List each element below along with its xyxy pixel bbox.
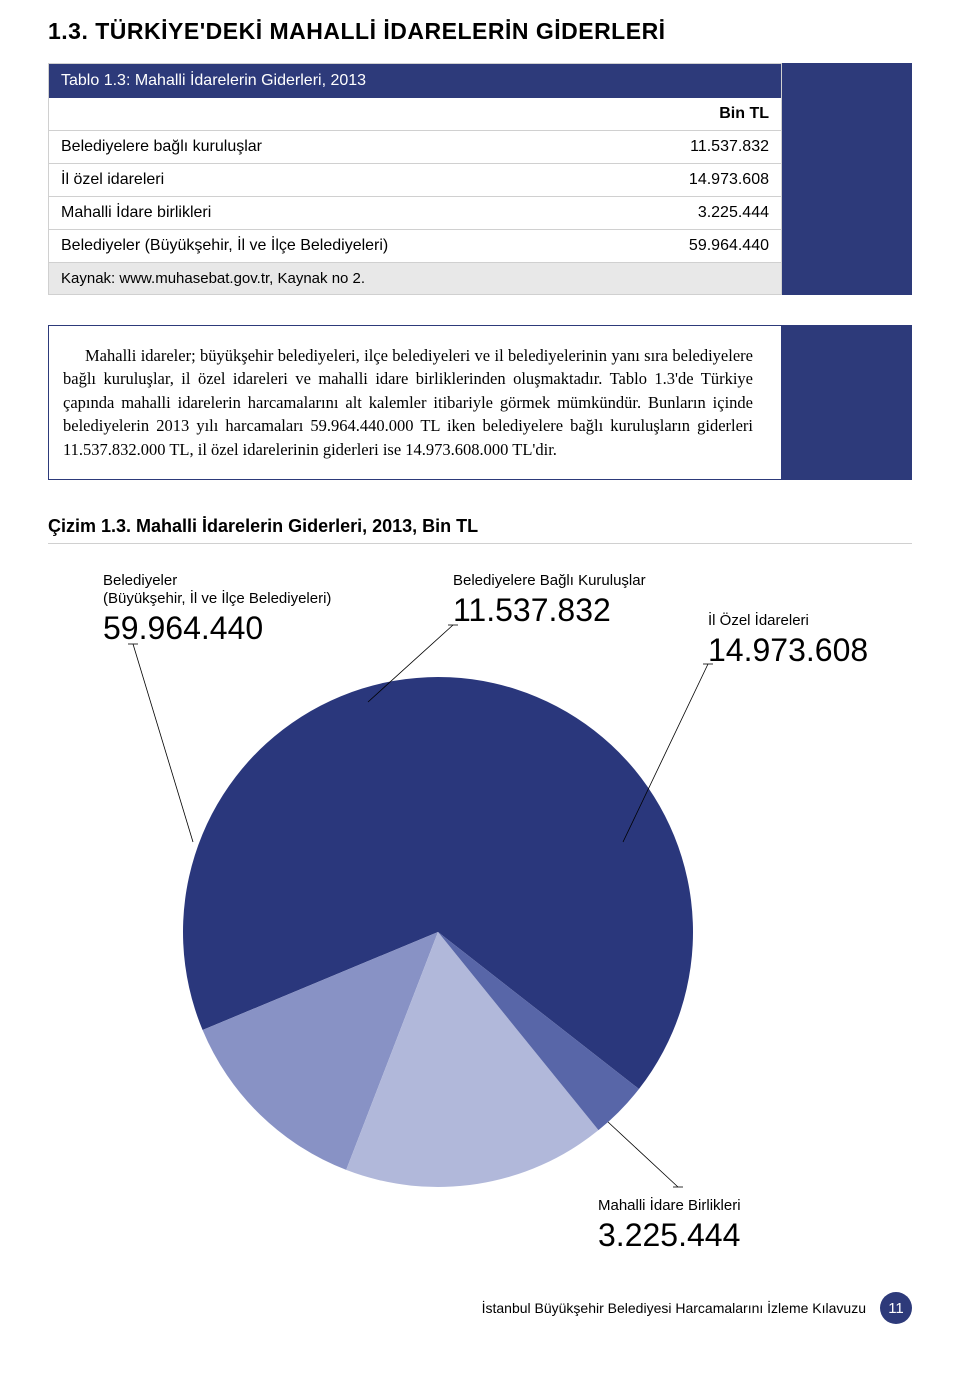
pie-svg (178, 672, 698, 1192)
callout-label: Belediyeler (103, 572, 331, 590)
section-title: 1.3. TÜRKİYE'DEKİ MAHALLİ İDARELERİN GİD… (48, 18, 912, 45)
callout-label: İl Özel İdareleri (708, 612, 868, 630)
table-cell-value: 14.973.608 (641, 164, 781, 196)
callout-value: 59.964.440 (103, 610, 331, 647)
page-footer: İstanbul Büyükşehir Belediyesi Harcamala… (48, 1292, 912, 1324)
table-cell-value: 59.964.440 (641, 230, 781, 262)
callout-value: 14.973.608 (708, 632, 868, 669)
pie-callout: İl Özel İdareleri 14.973.608 (708, 612, 868, 669)
table-caption: Tablo 1.3: Mahalli İdarelerin Giderleri,… (49, 64, 781, 98)
table-header-empty (49, 98, 641, 130)
table-row: Belediyelere bağlı kuruluşlar11.537.832 (49, 130, 781, 163)
note-text: Mahalli idareler; büyükşehir belediyeler… (48, 325, 782, 480)
pie-callout: Mahalli İdare Birlikleri 3.225.444 (598, 1197, 741, 1254)
table-cell-value: 11.537.832 (641, 131, 781, 163)
note-block: Mahalli idareler; büyükşehir belediyeler… (48, 325, 912, 480)
table-row: Belediyeler (Büyükşehir, İl ve İlçe Bele… (49, 229, 781, 262)
pie-callout: Belediyelere Bağlı Kuruluşlar 11.537.832 (453, 572, 646, 629)
table-row: İl özel idareleri14.973.608 (49, 163, 781, 196)
table-side-accent (782, 63, 912, 295)
callout-value: 3.225.444 (598, 1217, 741, 1254)
table-header-value: Bin TL (641, 98, 781, 130)
table-header-row: Bin TL (49, 98, 781, 130)
pie-callout: Belediyeler(Büyükşehir, İl ve İlçe Beled… (103, 572, 331, 647)
page-number: 11 (880, 1292, 912, 1324)
chart-title: Çizim 1.3. Mahalli İdarelerin Giderleri,… (48, 516, 912, 544)
table-source: Kaynak: www.muhasebat.gov.tr, Kaynak no … (49, 262, 781, 294)
table-cell-value: 3.225.444 (641, 197, 781, 229)
table-row: Mahalli İdare birlikleri3.225.444 (49, 196, 781, 229)
callout-label: Belediyelere Bağlı Kuruluşlar (453, 572, 646, 590)
callout-label-sub: (Büyükşehir, İl ve İlçe Belediyeleri) (103, 590, 331, 608)
callout-value: 11.537.832 (453, 592, 646, 629)
table-cell-label: Belediyelere bağlı kuruluşlar (49, 131, 641, 163)
table-cell-label: Belediyeler (Büyükşehir, İl ve İlçe Bele… (49, 230, 641, 262)
table-cell-label: Mahalli İdare birlikleri (49, 197, 641, 229)
table-cell-label: İl özel idareleri (49, 164, 641, 196)
footer-text: İstanbul Büyükşehir Belediyesi Harcamala… (482, 1300, 866, 1316)
callout-label: Mahalli İdare Birlikleri (598, 1197, 741, 1215)
pie-chart: Belediyeler(Büyükşehir, İl ve İlçe Beled… (98, 572, 912, 1282)
expenditure-table: Tablo 1.3: Mahalli İdarelerin Giderleri,… (48, 63, 912, 295)
note-side-accent (782, 325, 912, 480)
